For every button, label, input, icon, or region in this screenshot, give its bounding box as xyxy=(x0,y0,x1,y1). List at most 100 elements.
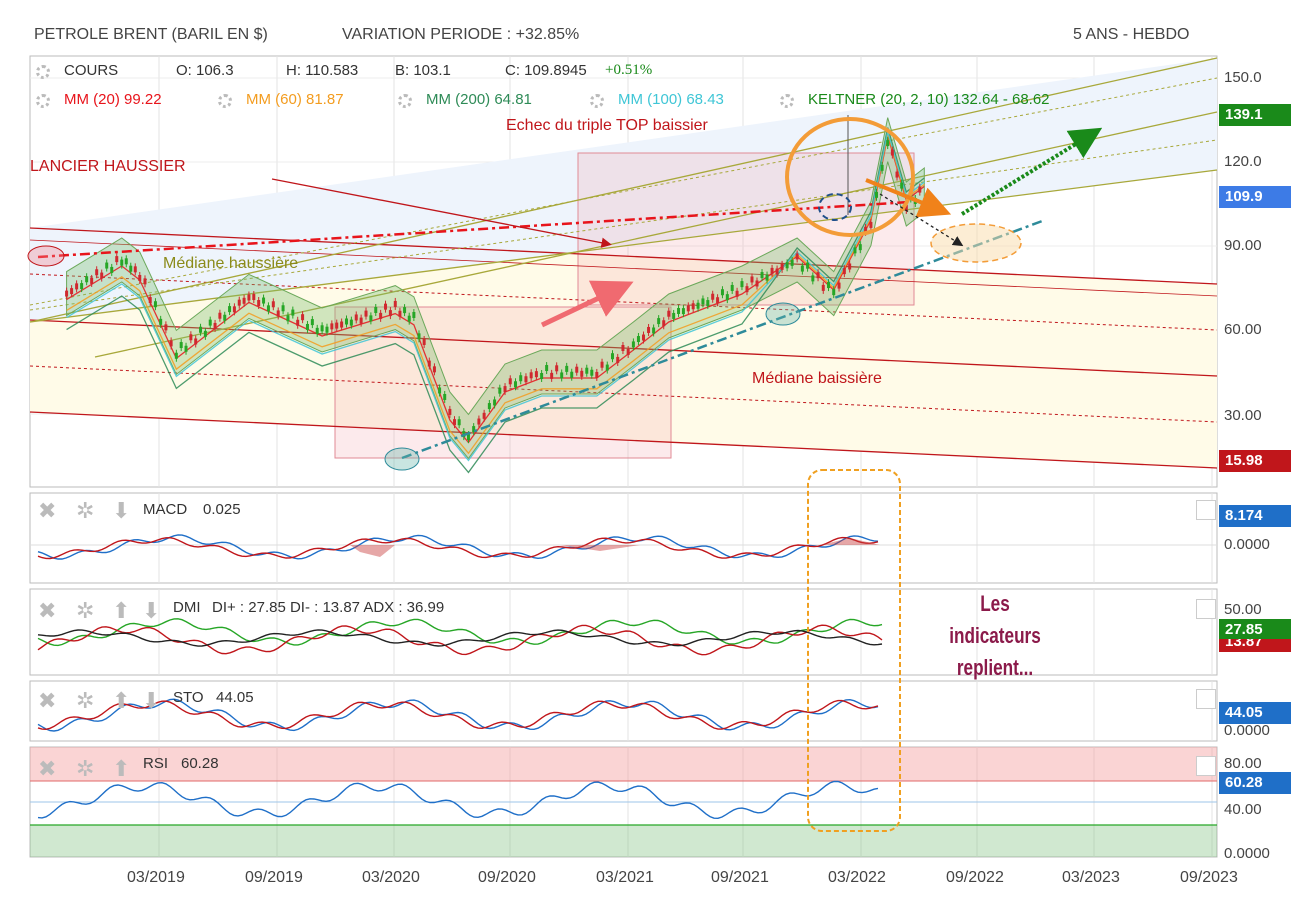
gear-icon[interactable]: ✲ xyxy=(76,756,95,781)
candle-body xyxy=(448,408,452,415)
gear-icon[interactable] xyxy=(590,94,604,108)
pullback-target-arrow xyxy=(879,193,964,247)
price-tick-90: 90.00 xyxy=(1224,237,1262,254)
candle-body xyxy=(129,265,133,272)
candle-body xyxy=(832,289,836,296)
lower-channel-tag: 15.98 xyxy=(1219,450,1291,472)
arrow-up-icon[interactable]: ⬆ xyxy=(112,598,131,623)
x-tick-label: 03/2023 xyxy=(1062,869,1120,886)
candle-body xyxy=(349,319,353,326)
x-tick-label: 09/2020 xyxy=(478,869,536,886)
candle-body xyxy=(153,301,157,308)
cours-label: COURS xyxy=(64,62,119,79)
candle-body xyxy=(320,325,324,332)
candle-body xyxy=(580,370,584,377)
candle-body xyxy=(691,303,695,310)
candle-body xyxy=(138,274,142,281)
stochastic-k-line xyxy=(37,698,879,732)
close-icon[interactable]: ✖ xyxy=(38,688,57,713)
candle-body xyxy=(750,276,754,283)
candle-body xyxy=(540,372,544,379)
gear-icon[interactable] xyxy=(218,94,232,108)
candle-body xyxy=(169,340,173,347)
gear-icon[interactable] xyxy=(398,94,412,108)
arrow-up-icon[interactable]: ⬆ xyxy=(112,756,131,781)
candle-body xyxy=(271,301,275,308)
highlight-ellipse xyxy=(27,245,65,267)
close-icon[interactable]: ✖ xyxy=(38,756,57,781)
candle-body xyxy=(585,367,589,374)
candle-body xyxy=(412,311,416,318)
x-tick-label: 03/2020 xyxy=(362,869,420,886)
candle-body xyxy=(179,342,183,349)
candle-body xyxy=(534,371,538,378)
candle-body xyxy=(904,204,908,211)
arrow-up-icon[interactable]: ⬆ xyxy=(112,688,131,713)
ascending-channel-top xyxy=(29,57,1218,323)
dmi-checkbox[interactable] xyxy=(1196,599,1216,619)
candle-body xyxy=(457,419,461,426)
descending-channel-bottom xyxy=(29,411,1218,469)
panel-frame xyxy=(29,680,1218,742)
candle-body xyxy=(95,269,99,276)
chart-title: PETROLE BRENT (BARIL EN $) xyxy=(34,26,268,43)
candle-body xyxy=(662,320,666,327)
candle-body xyxy=(286,315,290,322)
price-tick-120: 120.0 xyxy=(1224,153,1262,170)
mediane-baissiere-label: Médiane baissière xyxy=(752,370,882,387)
candle-body xyxy=(560,372,564,379)
candle-body xyxy=(364,310,368,317)
candle-body xyxy=(232,306,236,313)
candle-body xyxy=(374,306,378,313)
gear-icon[interactable] xyxy=(780,94,794,108)
candle-body xyxy=(90,277,94,284)
mediane-haussiere-label: Médiane haussière xyxy=(163,255,299,272)
close-icon[interactable]: ✖ xyxy=(38,498,57,523)
gear-icon[interactable] xyxy=(36,94,50,108)
macd-checkbox[interactable] xyxy=(1196,500,1216,520)
candle-body xyxy=(605,364,609,371)
candle-body xyxy=(806,262,810,269)
x-tick-label: 09/2019 xyxy=(245,869,303,886)
candle-body xyxy=(555,365,559,372)
sto-checkbox[interactable] xyxy=(1196,689,1216,709)
sto-tag: 44.05 xyxy=(1219,702,1291,724)
moving-average-line xyxy=(66,135,925,444)
sto-value: 44.05 xyxy=(216,689,254,706)
candle-body xyxy=(115,256,119,263)
moving-average-line xyxy=(66,131,925,462)
rsi-value: 60.28 xyxy=(181,755,219,772)
moving-average-line xyxy=(66,133,925,455)
ascending-channel-median xyxy=(94,111,1218,358)
arrow-down-icon[interactable]: ⬇ xyxy=(142,688,161,713)
rsi-checkbox[interactable] xyxy=(1196,756,1216,776)
candle-body xyxy=(70,288,74,295)
candle-body xyxy=(194,338,198,345)
candle-body xyxy=(616,356,620,363)
candle-body xyxy=(785,262,789,269)
candle-body xyxy=(301,314,305,321)
candle-body xyxy=(354,314,358,321)
arrow-down-icon[interactable]: ⬇ xyxy=(142,598,161,623)
x-tick-label: 03/2021 xyxy=(596,869,654,886)
candle-body xyxy=(869,221,873,228)
candle-body xyxy=(80,283,84,290)
candle-body xyxy=(780,263,784,270)
gear-icon[interactable]: ✲ xyxy=(76,498,95,523)
candle-body xyxy=(257,299,261,306)
candle-body xyxy=(228,306,232,313)
candle-body xyxy=(765,274,769,281)
gear-icon[interactable] xyxy=(36,65,50,79)
target-ellipse xyxy=(930,223,1022,263)
candle-body xyxy=(223,314,227,321)
candle-body xyxy=(631,341,635,348)
arrow-down-icon[interactable]: ⬇ xyxy=(112,498,131,523)
close-icon[interactable]: ✖ xyxy=(38,598,57,623)
gear-icon[interactable]: ✲ xyxy=(76,688,95,713)
candle-body xyxy=(189,334,193,341)
price-tick-150: 150.0 xyxy=(1224,69,1262,86)
candle-body xyxy=(133,266,137,273)
gear-icon[interactable]: ✲ xyxy=(76,598,95,623)
candle-body xyxy=(775,268,779,275)
sto-tick-0: 0.0000 xyxy=(1224,722,1270,739)
